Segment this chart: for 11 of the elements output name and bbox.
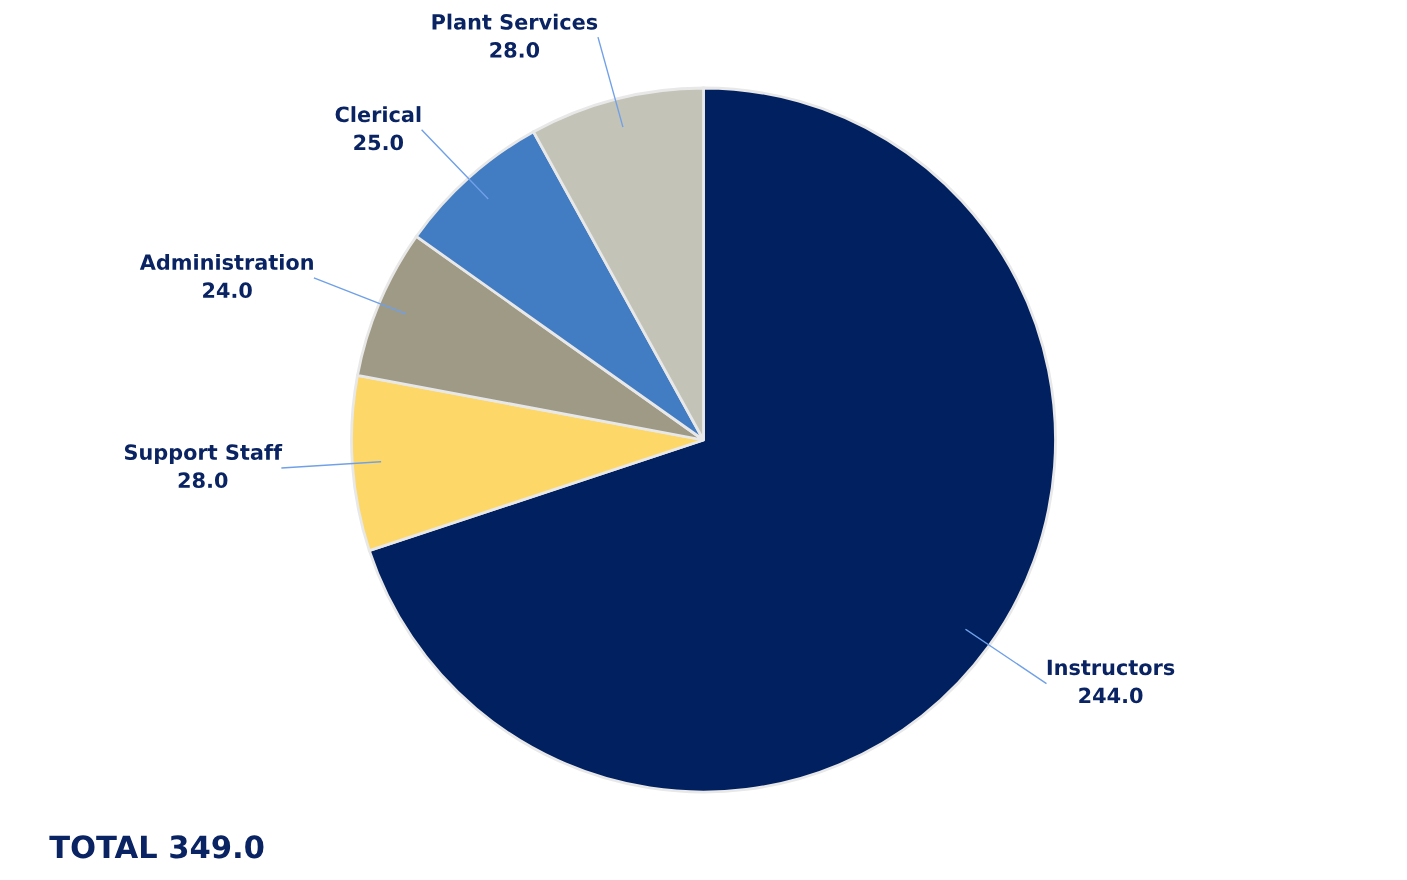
data-label: 28.0 — [178, 472, 228, 489]
slice-label: Clerical — [335, 106, 421, 123]
data-label: 24.0 — [203, 282, 252, 299]
data-label: 244.0 — [1079, 687, 1143, 704]
text: TOTAL 349.0 — [49, 835, 264, 859]
slice-label: Administration — [139, 253, 313, 271]
data-label: 25.0 — [354, 134, 404, 151]
slice-label: Instructors — [1047, 659, 1175, 676]
slice-label: Plant Services — [432, 13, 598, 30]
data-label: 28.0 — [490, 42, 540, 58]
slice-label: Support Staff — [124, 443, 283, 465]
